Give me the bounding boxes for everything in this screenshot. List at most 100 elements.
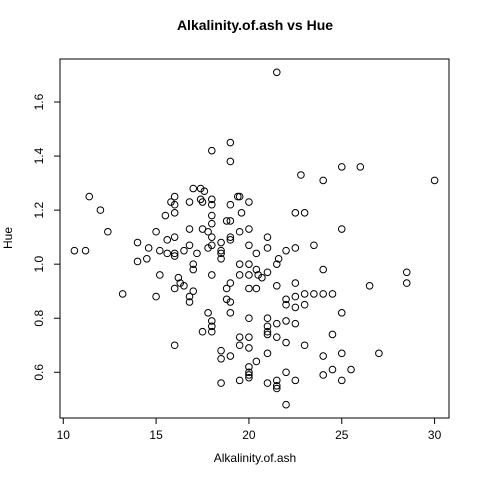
point	[252, 249, 261, 258]
point	[70, 246, 79, 255]
point	[245, 373, 253, 382]
point	[217, 379, 225, 387]
point	[207, 200, 216, 209]
point	[347, 365, 355, 374]
point	[291, 279, 300, 287]
point	[252, 357, 261, 366]
point	[222, 217, 231, 225]
point	[245, 363, 253, 371]
point	[170, 249, 179, 258]
point	[263, 330, 272, 339]
point	[180, 281, 188, 290]
point	[144, 244, 153, 252]
point	[235, 227, 244, 236]
y-axis-label: Hue	[1, 227, 15, 249]
point	[291, 376, 300, 385]
point	[217, 246, 225, 255]
point	[207, 195, 216, 204]
point	[291, 209, 300, 217]
point	[245, 198, 253, 206]
point	[207, 146, 216, 155]
point	[337, 349, 346, 358]
point	[263, 322, 272, 331]
point	[245, 271, 253, 279]
point	[328, 330, 337, 339]
point	[226, 298, 235, 306]
point	[282, 295, 290, 304]
point	[402, 279, 411, 287]
point	[282, 246, 290, 255]
point	[152, 227, 160, 236]
point	[365, 281, 374, 290]
point	[319, 290, 327, 298]
point	[198, 327, 207, 336]
point	[328, 290, 337, 298]
point	[207, 211, 216, 220]
point	[263, 233, 272, 241]
point	[235, 376, 244, 385]
x-tick-label: 15	[149, 428, 163, 442]
point	[189, 260, 198, 268]
point	[402, 268, 411, 277]
point	[300, 290, 309, 298]
point	[185, 292, 194, 301]
point	[226, 200, 235, 209]
point	[245, 260, 253, 268]
point	[81, 246, 90, 255]
point	[272, 376, 281, 385]
point	[274, 254, 283, 263]
point	[245, 241, 253, 250]
point	[226, 138, 235, 147]
point	[217, 354, 225, 363]
point	[319, 352, 327, 360]
point	[235, 271, 244, 279]
point	[143, 254, 151, 263]
point	[170, 284, 179, 293]
point	[272, 281, 281, 290]
point	[272, 319, 281, 328]
point	[226, 279, 235, 287]
point	[204, 227, 212, 236]
point	[245, 371, 253, 379]
y-tick-label: 0.8	[32, 310, 46, 327]
point	[156, 246, 164, 255]
y-tick-label: 1.4	[32, 147, 46, 164]
point	[310, 290, 318, 298]
point	[170, 192, 179, 201]
point	[193, 249, 201, 258]
point	[226, 352, 235, 360]
point	[207, 317, 216, 325]
point	[291, 292, 300, 301]
point	[319, 176, 327, 185]
point	[185, 198, 194, 206]
point	[319, 371, 327, 379]
point	[207, 241, 216, 250]
point	[207, 271, 216, 279]
point	[272, 333, 281, 341]
point	[217, 346, 225, 355]
point	[198, 198, 207, 206]
point	[319, 265, 327, 274]
point	[200, 187, 209, 196]
point	[226, 217, 235, 225]
point	[272, 384, 281, 393]
point	[245, 284, 253, 293]
point	[170, 233, 179, 241]
point	[207, 327, 216, 336]
plot-frame	[59, 58, 450, 419]
x-tick-label: 20	[242, 428, 256, 442]
point	[235, 192, 244, 201]
point	[252, 284, 261, 293]
y-tick-label: 1.0	[32, 256, 46, 273]
point	[170, 341, 179, 350]
point	[337, 163, 346, 171]
point	[291, 244, 300, 252]
point	[291, 303, 300, 312]
x-axis-label: Alkalinity.of.ash	[214, 451, 296, 465]
point	[104, 227, 112, 236]
point	[235, 333, 244, 341]
x-tick-label: 30	[428, 428, 442, 442]
point	[263, 268, 272, 277]
point	[291, 319, 300, 328]
